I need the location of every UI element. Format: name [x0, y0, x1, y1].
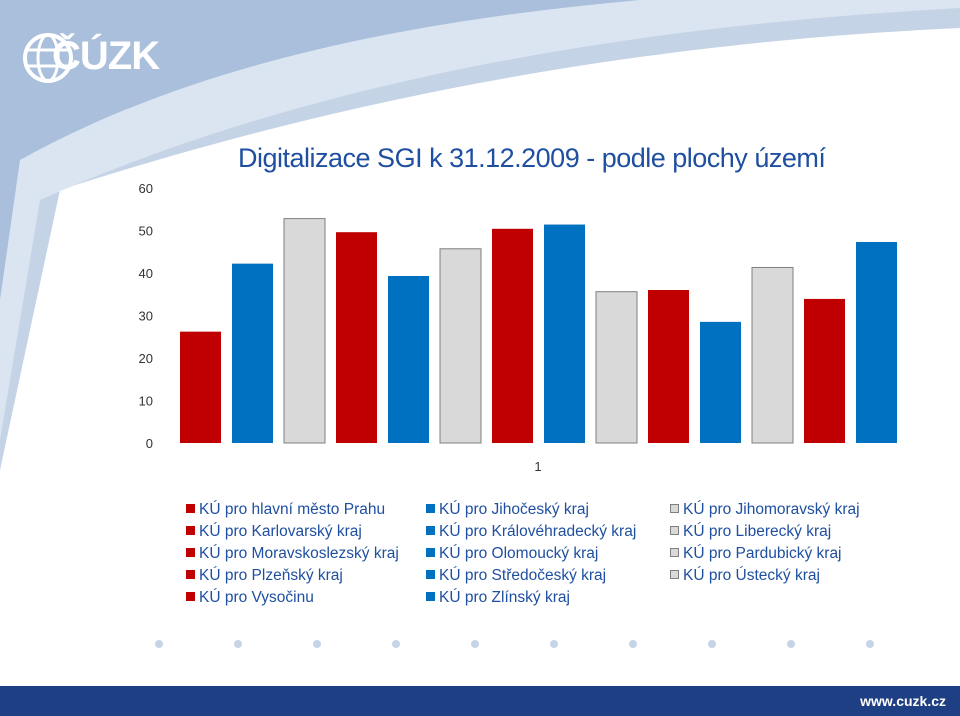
- legend-label: KÚ pro Plzeňský kraj: [199, 567, 343, 584]
- y-tick-label: 20: [139, 351, 153, 366]
- dot-icon: [866, 640, 874, 648]
- legend-item: KÚ pro Královéhradecký kraj: [426, 523, 636, 541]
- legend-swatch: [670, 526, 679, 535]
- dot-icon: [313, 640, 321, 648]
- legend-item: KÚ pro Plzeňský kraj: [186, 567, 343, 585]
- legend-label: KÚ pro Jihomoravský kraj: [683, 501, 860, 518]
- dot-icon: [471, 640, 479, 648]
- legend-label: KÚ pro Zlínský kraj: [439, 589, 570, 606]
- y-tick-label: 60: [139, 181, 153, 196]
- legend-label: KÚ pro hlavní město Prahu: [199, 501, 386, 518]
- legend-swatch: [670, 570, 679, 579]
- bar: [232, 263, 273, 443]
- legend-swatch: [186, 570, 195, 579]
- legend-item: KÚ pro Středočeský kraj: [426, 567, 606, 585]
- legend-item: KÚ pro Moravskoslezský kraj: [186, 545, 399, 563]
- legend-label: KÚ pro Karlovarský kraj: [199, 523, 362, 540]
- legend-item: KÚ pro Jihočeský kraj: [426, 501, 589, 519]
- legend-label: KÚ pro Ústecký kraj: [683, 567, 820, 584]
- legend-item: KÚ pro Karlovarský kraj: [186, 523, 362, 541]
- logo-wordmark: ČÚZK: [52, 34, 160, 78]
- legend-swatch: [186, 504, 195, 513]
- legend-label: KÚ pro Vysočinu: [199, 589, 314, 606]
- y-tick-label: 40: [139, 266, 153, 281]
- bar: [700, 321, 741, 443]
- legend-swatch: [426, 548, 435, 557]
- legend-item: KÚ pro Olomoucký kraj: [426, 545, 598, 563]
- footer-url[interactable]: www.cuzk.cz: [860, 693, 946, 709]
- chart-title: Digitalizace SGI k 31.12.2009 - podle pl…: [238, 143, 826, 173]
- legend-swatch: [426, 526, 435, 535]
- y-tick-label: 10: [139, 394, 153, 409]
- legend-swatch: [426, 570, 435, 579]
- globe-logo-icon: [23, 33, 73, 83]
- legend-label: KÚ pro Moravskoslezský kraj: [199, 545, 399, 562]
- y-tick-label: 0: [146, 436, 153, 451]
- legend-item: KÚ pro hlavní město Prahu: [186, 501, 385, 519]
- bar: [180, 331, 221, 443]
- dot-icon: [629, 640, 637, 648]
- legend-label: KÚ pro Středočeský kraj: [439, 567, 607, 584]
- legend-item: KÚ pro Zlínský kraj: [426, 589, 570, 607]
- legend-swatch: [186, 526, 195, 535]
- legend-swatch: [426, 592, 435, 601]
- legend-label: KÚ pro Liberecký kraj: [683, 523, 832, 540]
- dot-icon: [550, 640, 558, 648]
- legend-label: KÚ pro Olomoucký kraj: [439, 545, 599, 562]
- legend-item: KÚ pro Pardubický kraj: [670, 545, 842, 563]
- bar: [856, 241, 897, 443]
- dot-icon: [392, 640, 400, 648]
- bar: [751, 266, 794, 444]
- bar: [804, 298, 845, 443]
- bar: [595, 291, 638, 444]
- dot-icon: [708, 640, 716, 648]
- bar: [648, 290, 689, 443]
- y-tick-label: 30: [139, 309, 153, 324]
- bar: [283, 218, 326, 444]
- bar: [439, 248, 482, 444]
- legend-item: KÚ pro Ústecký kraj: [670, 567, 820, 585]
- y-tick-label: 50: [139, 224, 153, 239]
- legend-label: KÚ pro Pardubický kraj: [683, 545, 842, 562]
- x-tick-label: 1: [534, 459, 541, 474]
- bar: [336, 232, 377, 443]
- legend-swatch: [670, 548, 679, 557]
- legend-item: KÚ pro Jihomoravský kraj: [670, 501, 860, 519]
- legend-swatch: [426, 504, 435, 513]
- legend-label: KÚ pro Královéhradecký kraj: [439, 523, 637, 540]
- legend-swatch: [670, 504, 679, 513]
- bar: [544, 224, 585, 443]
- legend-label: KÚ pro Jihočeský kraj: [439, 501, 589, 518]
- bar: [388, 275, 429, 443]
- bar: [492, 228, 533, 443]
- dot-icon: [787, 640, 795, 648]
- legend-swatch: [186, 548, 195, 557]
- footer-bar: www.cuzk.cz: [0, 686, 960, 716]
- legend-item: KÚ pro Vysočinu: [186, 589, 314, 607]
- dot-icon: [155, 640, 163, 648]
- legend-item: KÚ pro Liberecký kraj: [670, 523, 831, 541]
- legend-swatch: [186, 592, 195, 601]
- bar-chart: 0 10 20 30 40 50 60 1: [139, 181, 897, 474]
- decorative-dots: [155, 640, 875, 652]
- dot-icon: [234, 640, 242, 648]
